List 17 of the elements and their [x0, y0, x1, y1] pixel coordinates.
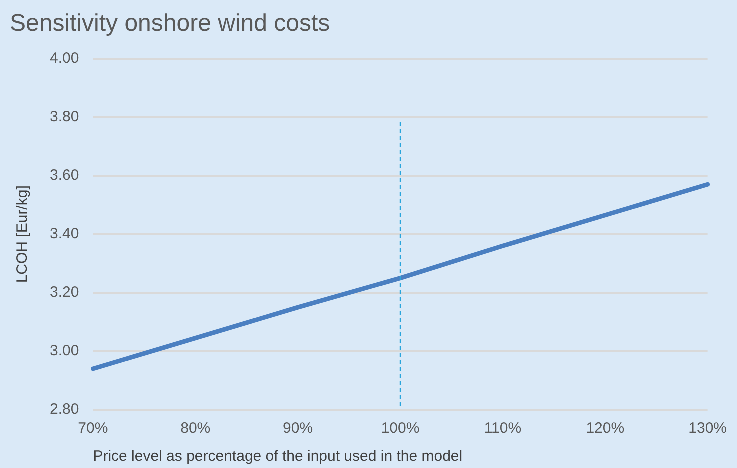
x-tick-label: 110% — [484, 420, 522, 438]
y-tick-label: 3.20 — [50, 284, 80, 302]
y-tick-label: 2.80 — [50, 401, 80, 418]
x-tick-label: 80% — [180, 420, 211, 438]
y-axis-title: LCOH [Eur/kg] — [14, 186, 32, 284]
x-tick-label: 70% — [78, 420, 108, 438]
chart-title: Sensitivity onshore wind costs — [10, 10, 330, 38]
x-tick-label: 100% — [381, 420, 420, 438]
x-tick-label: 90% — [283, 420, 314, 438]
y-tick-label: 3.60 — [50, 167, 80, 184]
y-tick-label: 3.00 — [50, 342, 80, 360]
x-tick-label: 120% — [586, 420, 625, 438]
x-tick-label: 130% — [688, 420, 728, 438]
y-tick-label: 3.80 — [50, 108, 80, 126]
x-axis-title: Price level as percentage of the input used in the model — [93, 448, 463, 466]
y-tick-label: 3.40 — [50, 226, 80, 243]
y-tick-label: 4.00 — [50, 50, 80, 67]
